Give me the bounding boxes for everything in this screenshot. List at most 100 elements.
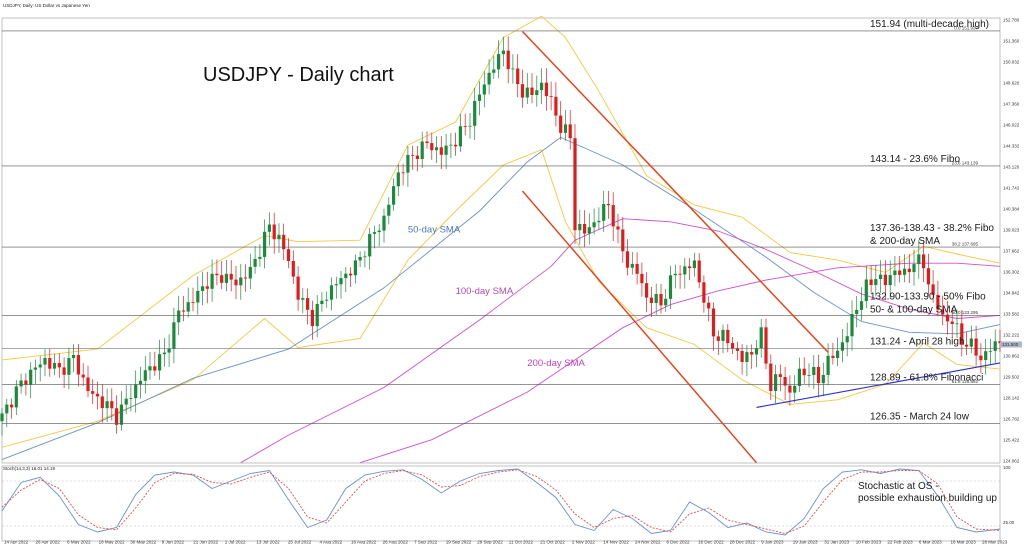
candle-body xyxy=(520,84,525,98)
y-tick-label: 143.120 xyxy=(1003,165,1020,170)
candle-body xyxy=(286,249,291,261)
candle-body xyxy=(816,367,821,383)
x-date-label: 7 Sep 2022 xyxy=(414,540,438,544)
price-marker-label: 131.500 xyxy=(1002,342,1019,347)
candle-body xyxy=(726,329,730,344)
level-label-line: 132.90-133.90 - 50% Fibo xyxy=(870,291,986,302)
candle-body xyxy=(702,282,706,303)
candle-body xyxy=(205,286,209,289)
x-date-label: 19 Sep 2022 xyxy=(446,540,472,544)
y-tick-label: 126.782 xyxy=(1003,417,1020,422)
candle-body xyxy=(296,276,300,300)
candle-body xyxy=(759,327,763,349)
candle-body xyxy=(105,401,109,409)
candle-body xyxy=(993,341,997,351)
candle-body xyxy=(511,68,515,70)
candle-body xyxy=(506,50,510,70)
candle-body xyxy=(812,367,816,375)
candle-body xyxy=(554,96,558,116)
x-date-label: 9 Jan 2023 xyxy=(761,540,784,544)
y-tick-label: 128.142 xyxy=(1003,396,1020,401)
sma-label: 200-day SMA xyxy=(527,358,585,369)
candle-body xyxy=(91,391,95,394)
candle-body xyxy=(668,275,673,299)
y-tick-label: 151.360 xyxy=(1003,39,1020,44)
candle-body xyxy=(602,204,606,221)
candle-body xyxy=(955,323,959,325)
bollinger-lower-line xyxy=(1,149,1001,448)
candle-body xyxy=(372,232,377,234)
candle-body xyxy=(158,354,162,371)
y-tick-label: 150.032 xyxy=(1003,60,1020,65)
candle-body xyxy=(454,144,458,147)
candle-body xyxy=(769,363,773,391)
candle-body xyxy=(191,302,195,303)
candle-body xyxy=(673,273,677,276)
fib-tag: 38.2 137.695 xyxy=(952,242,979,247)
candle-body xyxy=(893,270,897,276)
candle-body xyxy=(134,384,138,399)
candle-body xyxy=(444,145,448,155)
x-date-label: 21 Jun 2022 xyxy=(193,540,218,544)
candle-body xyxy=(945,314,950,322)
candle-body xyxy=(167,348,171,353)
level-label-line: 137.36-138.43 - 38.2% Fibo xyxy=(870,223,994,234)
candle-body xyxy=(14,386,18,408)
candle-body xyxy=(449,144,453,146)
candle-body xyxy=(162,352,166,355)
candle-body xyxy=(248,266,252,279)
y-tick-label: 136.302 xyxy=(1003,270,1020,275)
candle-body xyxy=(764,327,768,364)
candle-body xyxy=(415,155,419,159)
candle-body xyxy=(186,302,190,312)
candle-body xyxy=(411,154,415,156)
candle-body xyxy=(48,358,52,369)
x-date-label: 25 Jul 2022 xyxy=(288,540,312,544)
candle-body xyxy=(67,358,71,375)
candle-body xyxy=(329,285,334,300)
candle-body xyxy=(883,274,887,286)
candle-body xyxy=(396,172,400,187)
support-trendline xyxy=(756,362,1001,409)
y-tick-label: 124.062 xyxy=(1003,459,1020,464)
candle-body xyxy=(793,385,797,393)
level-label: 131.24 - April 28 high xyxy=(870,337,965,348)
candle-body xyxy=(797,368,801,386)
candle-body xyxy=(33,367,37,370)
fib-tag: 0.0 151.937 xyxy=(954,25,978,30)
x-date-label: 6 Dec 2022 xyxy=(667,540,691,544)
x-date-label: 16 Aug 2022 xyxy=(351,540,377,544)
stoch-k-line xyxy=(1,468,1001,536)
candle-body xyxy=(840,342,844,351)
candle-body xyxy=(540,82,544,91)
candle-body xyxy=(95,393,100,397)
stoch-header: Stoch(14,3,3) 16.01 14.19 xyxy=(3,466,56,471)
y-tick-label: 130.862 xyxy=(1003,354,1020,359)
candle-body xyxy=(979,355,983,361)
candle-body xyxy=(898,270,902,275)
level-label: 151.94 (multi-decade high) xyxy=(870,19,989,30)
candle-body xyxy=(754,348,759,355)
candle-body xyxy=(974,338,978,356)
candle-body xyxy=(778,374,782,377)
candle-body xyxy=(277,234,281,240)
candle-body xyxy=(716,336,720,341)
candle-body xyxy=(19,380,23,387)
x-date-label: 4 Aug 2022 xyxy=(320,540,343,544)
candle-body xyxy=(912,264,916,273)
candle-body xyxy=(72,355,76,359)
x-date-label: 16 Mar 2023 xyxy=(951,540,977,544)
candle-body xyxy=(926,268,930,285)
candle-body xyxy=(597,220,601,223)
x-date-label: 10 Feb 2023 xyxy=(856,540,882,544)
candle-body xyxy=(606,204,610,206)
candle-body xyxy=(43,358,47,365)
x-date-label: 22 Feb 2023 xyxy=(887,540,913,544)
candle-body xyxy=(129,398,133,399)
candle-body xyxy=(401,172,405,174)
candle-body xyxy=(62,367,66,375)
candle-body xyxy=(339,278,343,285)
candle-body xyxy=(420,141,424,159)
x-date-label: 14 Nov 2022 xyxy=(603,540,629,544)
candle-body xyxy=(874,279,878,285)
